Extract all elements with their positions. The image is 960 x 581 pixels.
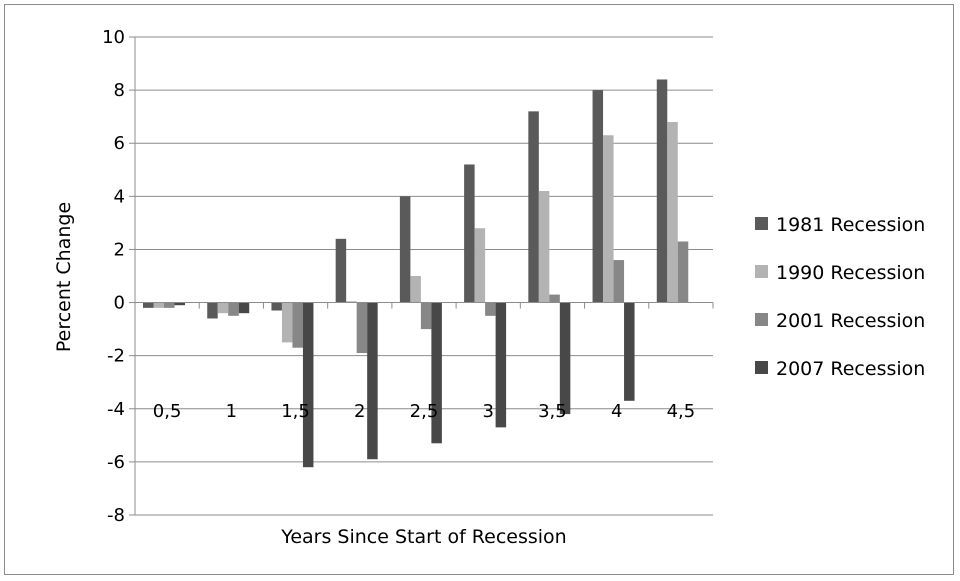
legend-swatch	[755, 313, 768, 326]
legend-swatch	[755, 217, 768, 230]
bar-2007-4	[624, 302, 635, 401]
bar-2001-2,5	[420, 302, 432, 330]
bar-1981-2,5	[399, 196, 411, 303]
bar-1990-1,5	[281, 302, 293, 343]
bar-1990-2,5	[410, 276, 421, 303]
y-axis-title: Percent Change	[53, 202, 75, 352]
y-tick-label: 10	[102, 27, 125, 48]
bar-2007-2,5	[431, 302, 442, 444]
y-tick-label: -6	[107, 452, 125, 473]
x-tick-label: 4,5	[667, 401, 696, 422]
x-axis	[134, 302, 714, 309]
y-tick-label: 2	[114, 239, 125, 260]
legend-label: 2001 Recession	[776, 310, 925, 332]
gridlines	[129, 36, 713, 516]
bar-1981-3	[464, 164, 475, 303]
legend-swatch	[755, 361, 768, 374]
bar-1990-3	[474, 228, 486, 303]
legend-label: 1981 Recession	[776, 214, 925, 236]
bar-2001-3	[485, 302, 496, 316]
y-tick-label: 8	[114, 80, 125, 101]
x-tick-label: 4	[611, 401, 622, 422]
bar-1981-1,5	[271, 302, 282, 311]
bar-2007-2	[367, 302, 378, 460]
bar-2007-3,5	[559, 302, 571, 415]
x-tick-label: 2	[354, 401, 365, 422]
bar-1981-1	[207, 302, 218, 319]
bar-1981-0,5	[143, 302, 154, 308]
x-axis-title: Years Since Start of Recession	[280, 526, 566, 548]
x-tick-label: 2,5	[410, 401, 439, 422]
x-tick-label: 3,5	[538, 401, 567, 422]
y-tick-label: 4	[114, 186, 125, 207]
legend-label: 2007 Recession	[776, 358, 925, 380]
legend-label: 1990 Recession	[776, 262, 925, 284]
y-axis-ticks: 10 8 6 4 2 0 -2 -4 -6 -8	[102, 27, 125, 526]
bar-1990-3,5	[538, 191, 550, 303]
x-tick-label: 1	[226, 401, 237, 422]
bar-2001-4,5	[677, 241, 689, 303]
y-tick-label: -2	[107, 346, 125, 367]
bar-1990-2	[346, 301, 357, 303]
x-tick-label: 0,5	[153, 401, 182, 422]
x-axis-ticks: 0,5 1 1,5 2 2,5 3 3,5 4 4,5	[153, 401, 695, 422]
bar-2007-3	[495, 302, 507, 428]
legend: 1981 Recession 1990 Recession 2001 Recessi…	[755, 214, 925, 380]
bar-2001-1	[228, 302, 239, 316]
legend-swatch	[755, 265, 768, 278]
bar-2001-1,5	[292, 302, 303, 348]
bar-2007-1,5	[302, 302, 314, 468]
x-tick-label: 1,5	[281, 401, 310, 422]
bar-2001-2	[356, 302, 368, 354]
bar-2007-1	[238, 302, 250, 314]
bar-1981-2	[335, 238, 347, 303]
bars	[143, 79, 689, 468]
bar-2001-3,5	[549, 294, 560, 303]
y-tick-label: 0	[114, 293, 125, 314]
bar-1990-4,5	[667, 121, 678, 303]
bar-2001-4	[613, 260, 625, 303]
bar-1981-3,5	[528, 111, 539, 303]
bar-1981-4	[592, 90, 604, 303]
y-tick-label: 6	[114, 133, 125, 154]
bar-2001-0,5	[164, 302, 175, 308]
bar-1981-4,5	[656, 79, 668, 303]
x-tick-label: 3	[482, 401, 493, 422]
y-tick-label: -8	[107, 505, 125, 526]
bar-1990-0,5	[153, 302, 164, 308]
y-tick-label: -4	[107, 399, 125, 420]
bar-1990-1	[217, 302, 229, 314]
bar-1990-4	[603, 135, 614, 303]
bar-2007-0,5	[174, 302, 185, 306]
